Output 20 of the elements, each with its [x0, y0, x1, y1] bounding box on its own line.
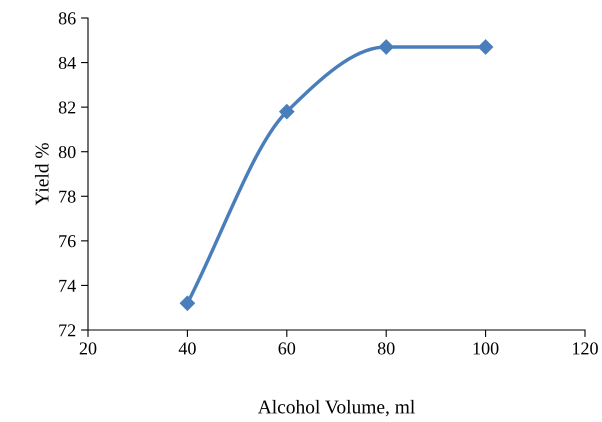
y-tick-label: 76	[59, 235, 76, 248]
y-axis-title: Yield %	[34, 143, 49, 206]
y-tick-label: 74	[59, 280, 76, 292]
x-tick-label: 20	[80, 342, 96, 355]
point	[279, 104, 294, 120]
x-tick-label: 100	[474, 342, 498, 355]
y-tick-label: 86	[58, 12, 76, 24]
x-tick-label: 60	[278, 342, 296, 355]
point	[478, 39, 494, 55]
y-tick-label: 78	[59, 190, 76, 203]
y-tick-label: 84	[58, 56, 76, 70]
y-tick-label: 82	[58, 101, 76, 114]
x-tick-label: 120	[573, 342, 598, 355]
y-tick-label: 72	[59, 324, 76, 336]
x-axis-title: Alcohol Volume, ml	[258, 400, 415, 416]
point	[180, 296, 195, 311]
point	[378, 39, 394, 55]
x-tick-label: 40	[178, 342, 196, 355]
x-tick-label: 80	[378, 342, 395, 355]
y-tick-label: 80	[58, 146, 76, 158]
